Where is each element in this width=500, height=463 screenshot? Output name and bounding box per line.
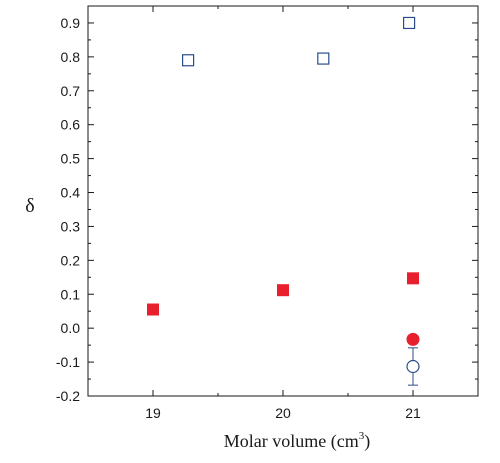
data-point-open-circle <box>406 359 420 374</box>
y-axis-title: δ <box>25 195 34 217</box>
x-axis-title: Molar volume (cm3) <box>224 430 370 452</box>
y-tick-label: 0.3 <box>61 218 81 234</box>
data-point-open-square <box>403 16 416 30</box>
y-tick-label: -0.2 <box>56 388 80 404</box>
x-tick-label: 20 <box>275 405 291 421</box>
data-point-open-square <box>317 52 330 65</box>
y-tick-label: 0.9 <box>61 15 81 31</box>
x-tick-label: 19 <box>145 405 161 421</box>
y-tick-label: 0.5 <box>61 151 81 167</box>
x-axis-title-main: Molar volume (cm <box>224 431 359 452</box>
data-point-filled-square <box>277 284 289 297</box>
plot-frame <box>87 5 479 397</box>
y-tick-label: 0.1 <box>61 286 81 302</box>
data-point-filled-square <box>147 303 159 316</box>
data-marks <box>147 16 420 386</box>
y-tick-label: 0.8 <box>61 49 81 65</box>
x-axis-title-superscript: 3 <box>359 430 365 442</box>
data-point-filled-circle <box>406 332 420 346</box>
x-axis-title-end: ) <box>364 431 370 452</box>
x-tick-label: 21 <box>405 405 421 421</box>
y-tick-label: 0.2 <box>61 252 81 268</box>
axis-ticks: -0.2 -0.1 0.0 0.1 0.2 0.3 0.4 0.5 0.6 0.7 0.8 0.9 19… <box>56 6 478 421</box>
y-tick-label: 0.6 <box>61 117 81 133</box>
y-tick-label: 0.7 <box>61 83 81 99</box>
y-tick-label: 0.0 <box>61 320 81 336</box>
data-point-open-square <box>182 54 195 67</box>
y-tick-label: 0.4 <box>61 185 81 201</box>
y-tick-label: -0.1 <box>56 354 80 370</box>
data-point-filled-square <box>407 272 419 285</box>
